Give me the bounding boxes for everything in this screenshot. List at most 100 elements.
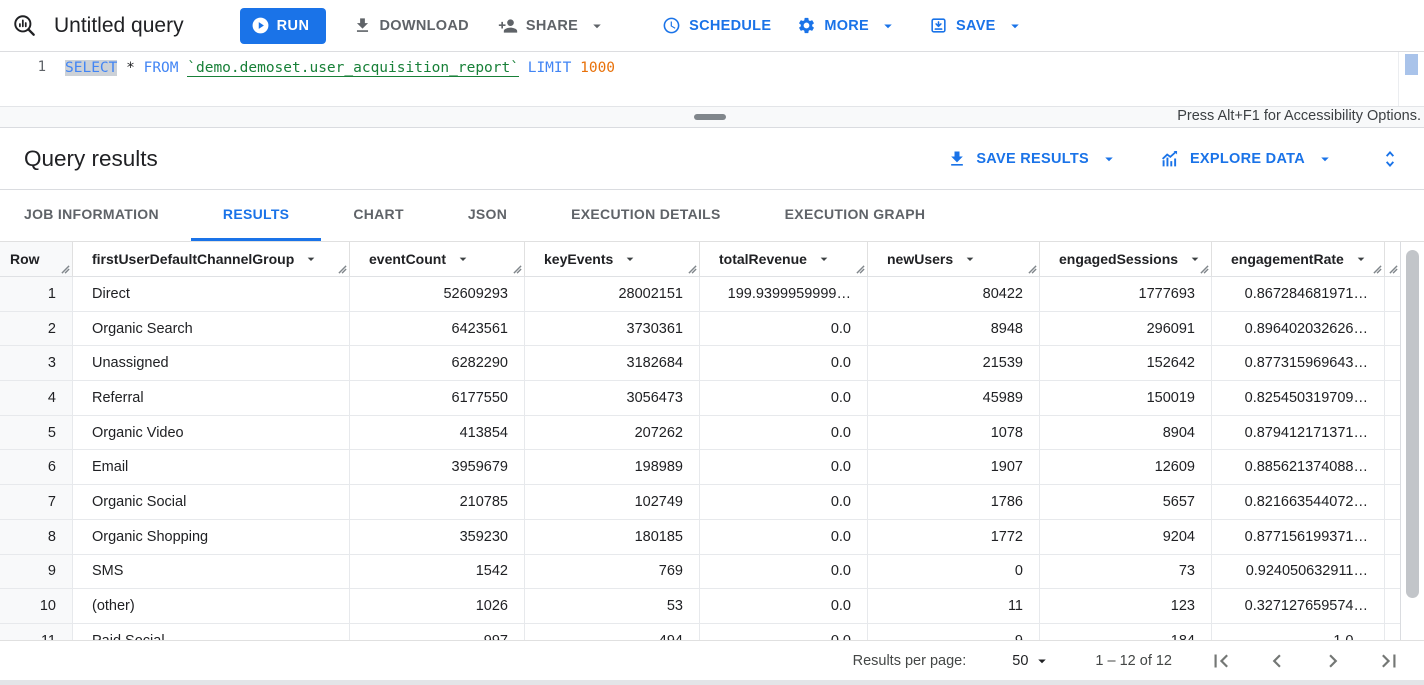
table-cell: Email [73,450,350,485]
table-cell: 1.0… [1212,623,1385,640]
table-cell: 0.0 [700,415,868,450]
chevron-down-icon [1316,150,1334,168]
column-header-Row[interactable]: Row [0,242,73,276]
table-cell: 184 [1040,623,1212,640]
sort-caret-icon[interactable] [962,251,978,267]
query-results-title: Query results [24,145,158,171]
sort-caret-icon[interactable] [1187,251,1203,267]
splitter-drag-handle[interactable] [694,114,726,120]
column-resize-handle[interactable] [1389,265,1398,274]
column-resize-handle[interactable] [1028,265,1037,274]
column-header-newUsers[interactable]: newUsers [868,242,1040,276]
tab-results[interactable]: RESULTS [190,190,322,241]
tab-json[interactable]: JSON [467,206,508,222]
table-cell: Paid Social [73,623,350,640]
table-cell: 0.896402032626… [1212,311,1385,346]
table-vertical-scrollbar[interactable] [1400,242,1424,640]
editor-scrollbar[interactable] [1398,52,1424,106]
sql-token-table: `demo.demoset.user_acquisition_report` [187,60,519,77]
row-number-cell: 11 [0,623,73,640]
table-cell: 28002151 [525,277,700,311]
filler-cell [1385,485,1400,519]
table-scrollbar-thumb[interactable] [1406,250,1419,598]
sort-caret-icon[interactable] [303,251,319,267]
explore-data-chart-icon [1160,148,1181,169]
table-cell: 0.327127659574… [1212,589,1385,623]
row-number-cell: 9 [0,554,73,589]
sql-editor[interactable]: 1 SELECT * FROM `demo.demoset.user_acqui… [0,52,1424,106]
tab-execution-graph[interactable]: EXECUTION GRAPH [784,206,926,222]
column-header-totalRevenue[interactable]: totalRevenue [700,242,868,276]
table-cell: 1786 [868,485,1040,519]
column-header-label: keyEvents [544,251,614,267]
sort-caret-icon[interactable] [455,251,471,267]
filler-cell [1385,450,1400,484]
save-label: SAVE [956,17,996,34]
table-cell: 769 [525,554,700,589]
page-size-select[interactable]: 50 [1012,652,1051,670]
table-cell: 494 [525,623,700,640]
column-resize-handle[interactable] [338,265,347,274]
filler-cell [1385,624,1400,640]
run-button[interactable]: RUN [239,7,326,44]
next-page-button[interactable] [1320,648,1346,674]
tab-job-information[interactable]: JOB INFORMATION [24,206,159,222]
column-header-keyEvents[interactable]: keyEvents [525,242,700,276]
results-table: Row firstUserDefaultChannelGroup eventCoun… [0,242,1424,640]
first-page-button[interactable] [1208,648,1234,674]
table-cell: 0.877156199371… [1212,519,1385,554]
tab-chart[interactable]: CHART [353,206,404,222]
sort-caret-icon[interactable] [622,251,638,267]
tab-execution-details[interactable]: EXECUTION DETAILS [571,206,721,222]
column-resize-handle[interactable] [1373,265,1382,274]
column-header-engagementRate[interactable]: engagementRate [1212,242,1385,276]
table-cell: 0.0 [700,381,868,415]
sort-caret-icon[interactable] [816,251,832,267]
column-resize-handle[interactable] [856,265,865,274]
table-cell: 0.924050632911… [1212,554,1385,589]
editor-scrollbar-thumb[interactable] [1405,54,1418,75]
column-resize-handle[interactable] [61,265,70,274]
column-header-engagedSessions[interactable]: engagedSessions [1040,242,1212,276]
table-cell: 296091 [1040,311,1212,346]
table-row: 3 Unassigned 6282290 3182684 0.0 21539 152642 0… [0,346,1424,382]
previous-page-button[interactable] [1264,648,1290,674]
table-cell: 3182684 [525,346,700,381]
chevron-down-icon [1100,150,1118,168]
pagination-controls [1208,648,1402,674]
column-header-label: engagementRate [1231,251,1344,267]
save-button[interactable]: SAVE [929,16,1024,35]
expand-collapse-icon[interactable] [1380,148,1400,170]
filler-column-header [1385,242,1400,276]
column-header-eventCount[interactable]: eventCount [350,242,525,276]
table-cell: 9204 [1040,519,1212,554]
filler-cell [1385,589,1400,623]
column-header-firstUserDefaultChannelGroup[interactable]: firstUserDefaultChannelGroup [73,242,350,276]
chevron-down-icon [879,17,897,35]
share-button[interactable]: SHARE [498,16,606,36]
sort-caret-icon[interactable] [1353,251,1369,267]
schedule-button[interactable]: SCHEDULE [662,16,771,35]
save-results-button[interactable]: SAVE RESULTS [947,149,1118,169]
table-cell: Organic Shopping [73,519,350,554]
sql-code-line[interactable]: SELECT * FROM `demo.demoset.user_acquisi… [65,58,615,78]
schedule-label: SCHEDULE [689,17,772,34]
more-button[interactable]: MORE [797,16,897,35]
download-button[interactable]: DOWNLOAD [353,16,469,35]
explore-data-button[interactable]: EXPLORE DATA [1160,148,1334,169]
last-page-button[interactable] [1376,648,1402,674]
column-resize-handle[interactable] [688,265,697,274]
table-cell: SMS [73,554,350,589]
table-cell: 3056473 [525,381,700,415]
page-range-label: 1 – 12 of 12 [1095,652,1172,669]
table-cell: 0.885621374088… [1212,450,1385,485]
chevron-down-icon [1033,652,1051,670]
accessibility-hint: Press Alt+F1 for Accessibility Options. [1177,108,1421,124]
column-resize-handle[interactable] [513,265,522,274]
share-label: SHARE [525,17,579,34]
column-resize-handle[interactable] [1200,265,1209,274]
row-number-cell: 8 [0,519,73,554]
table-row: 9 SMS 1542 769 0.0 0 73 0.924050632911… [0,554,1424,590]
play-circle-icon [251,16,270,35]
sql-token-plain [519,60,528,76]
